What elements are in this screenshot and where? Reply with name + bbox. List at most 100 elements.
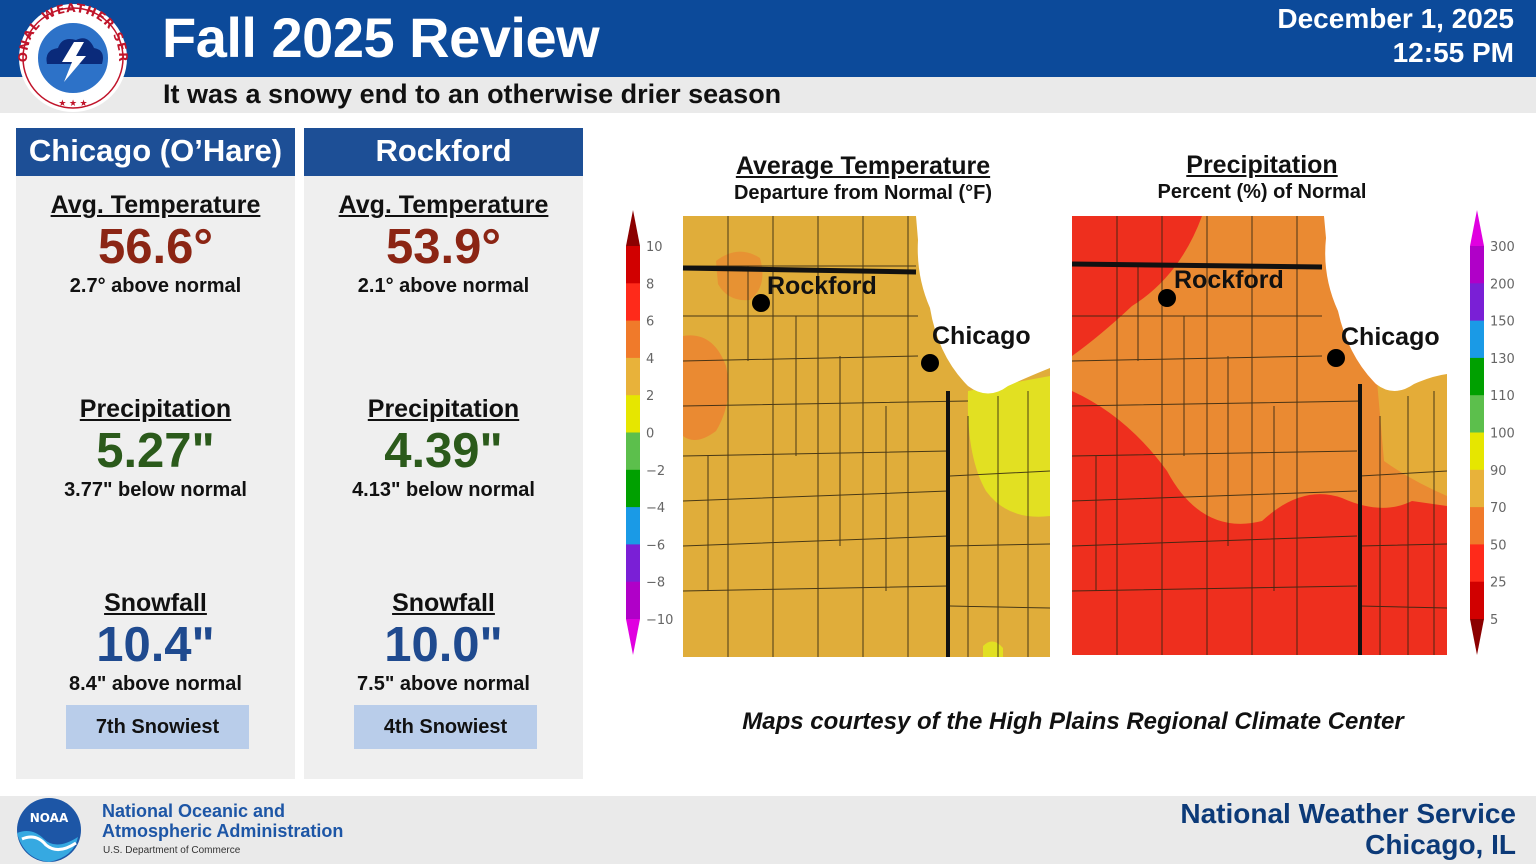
state-border [1072, 261, 1323, 270]
scale-segment [626, 469, 640, 508]
snowfall-value: 10.4" [96, 618, 215, 672]
scale-segment [1470, 357, 1484, 396]
scale-tip-bottom [1470, 619, 1484, 655]
precipitation-label: Precipitation [367, 395, 520, 423]
scale-tick-label: 200 [1490, 277, 1515, 292]
scale-segment [626, 395, 640, 433]
temperature-stat: Avg. Temperature 56.6° 2.7° above normal [16, 190, 295, 298]
station-panel-rockford: Rockford Avg. Temperature 53.9° 2.1° abo… [304, 128, 583, 779]
scale-tick-label: 4 [646, 352, 654, 367]
near-normal-area [1377, 364, 1447, 496]
map-credit: Maps courtesy of the High Plains Regiona… [742, 708, 1404, 735]
scale-segment [626, 432, 640, 471]
noaa-logo: NOAA [17, 798, 81, 862]
scale-tick-label: 25 [1490, 576, 1507, 591]
temperature-map-title: Average Temperature [735, 152, 991, 180]
temperature-label: Avg. Temperature [50, 191, 261, 219]
header-bar [0, 0, 1536, 77]
scale-segment [1470, 507, 1484, 545]
precipitation-departure: 4.13" below normal [352, 479, 535, 501]
scale-tick-label: −6 [646, 538, 665, 553]
scale-tick-label: −10 [646, 613, 673, 628]
precipitation-map: Rockford Chicago [1072, 216, 1447, 655]
temperature-map: Rockford Chicago [682, 216, 1050, 657]
temperature-value: 56.6° [98, 220, 213, 274]
scale-segment [1470, 469, 1484, 508]
chicago-label: Chicago [932, 322, 1031, 350]
chicago-marker [921, 354, 939, 372]
temperature-map-heading: Average Temperature Departure from Norma… [700, 152, 1026, 206]
temperature-value: 53.9° [386, 220, 501, 274]
station-panel-chicago: Chicago (O’Hare) Avg. Temperature 56.6° … [16, 128, 295, 779]
station-name: Chicago (O’Hare) [16, 128, 295, 176]
near-normal-area [967, 376, 1050, 517]
scale-segment [626, 357, 640, 396]
scale-tick-label: 90 [1490, 464, 1507, 479]
lake-michigan [916, 216, 1050, 394]
rockford-label: Rockford [767, 272, 877, 300]
precipitation-stat: Precipitation 4.39" 4.13" below normal [304, 394, 583, 502]
temperature-departure: 2.7° above normal [69, 275, 242, 297]
scale-tip-bottom [626, 619, 640, 655]
scale-tick-label: 110 [1490, 389, 1515, 404]
temperature-stat: Avg. Temperature 53.9° 2.1° above normal [304, 190, 583, 298]
temperature-label: Avg. Temperature [338, 191, 549, 219]
rockford-marker [752, 294, 770, 312]
office-name: National Weather Service [1180, 798, 1516, 829]
subheader-bar [0, 77, 1536, 113]
precipitation-map-subtitle: Percent (%) of Normal [1157, 181, 1367, 203]
temperature-color-scale: 10 8 6 4 2 0 −2 −4 −6 −8 −10 [626, 210, 673, 655]
scale-tick-label: 10 [646, 240, 663, 255]
scale-tick-label: 50 [1490, 538, 1507, 553]
agency-name-line1: National Oceanic and [102, 801, 286, 821]
precipitation-stat: Precipitation 5.27" 3.77" below normal [16, 394, 295, 502]
nws-logo: NATIONAL WEATHER SERVICE ★ ★ ★ [14, 2, 129, 112]
rockford-label: Rockford [1174, 266, 1284, 294]
lake-michigan [1324, 216, 1447, 391]
snowfall-departure: 8.4" above normal [69, 673, 242, 695]
scale-segment [626, 283, 640, 322]
precipitation-map-heading: Precipitation Percent (%) of Normal [1110, 151, 1414, 205]
scale-segment [1470, 581, 1484, 620]
scale-tip-top [626, 210, 640, 246]
svg-text:★ ★ ★: ★ ★ ★ [58, 98, 87, 108]
snowfall-stat: Snowfall 10.0" 7.5" above normal [304, 588, 583, 696]
chicago-label: Chicago [1341, 323, 1440, 351]
scale-tick-label: 6 [646, 315, 654, 330]
snowfall-label: Snowfall [104, 589, 207, 617]
scale-tick-label: 70 [1490, 501, 1507, 516]
snowfall-rank-badge: 7th Snowiest [66, 705, 249, 749]
scale-tip-top [1470, 210, 1484, 246]
county-borders [682, 216, 1050, 657]
precipitation-label: Precipitation [79, 395, 232, 423]
issue-time: 12:55 PM [1392, 37, 1514, 68]
scale-tick-label: −8 [646, 576, 665, 591]
scale-segment [626, 246, 640, 284]
scale-tick-label: 100 [1490, 427, 1515, 442]
scale-tick-label: 5 [1490, 613, 1498, 628]
precipitation-map-title: Precipitation [1186, 151, 1338, 179]
chicago-marker [1327, 349, 1345, 367]
county-borders [1072, 216, 1447, 655]
scale-tick-label: 8 [646, 277, 654, 292]
scale-segment [626, 544, 640, 583]
scale-segment [626, 320, 640, 359]
scale-segment [1470, 432, 1484, 471]
footer-bar [0, 796, 1536, 864]
scale-segment [1470, 320, 1484, 359]
page-subtitle: It was a snowy end to an otherwise drier… [163, 79, 782, 109]
scale-segment [1470, 395, 1484, 433]
page-title: Fall 2025 Review [162, 6, 600, 69]
scale-segment [1470, 246, 1484, 284]
snowfall-value: 10.0" [384, 618, 503, 672]
scale-segment [626, 507, 640, 545]
scale-segment [626, 581, 640, 620]
scale-tick-label: −4 [646, 501, 665, 516]
scale-tick-label: 130 [1490, 352, 1515, 367]
scale-segment [1470, 283, 1484, 322]
snowfall-label: Snowfall [392, 589, 495, 617]
dry-area [1072, 216, 1202, 356]
scale-tick-label: 150 [1490, 315, 1515, 330]
svg-text:NOAA: NOAA [30, 811, 69, 825]
scale-tick-label: 0 [646, 427, 654, 442]
